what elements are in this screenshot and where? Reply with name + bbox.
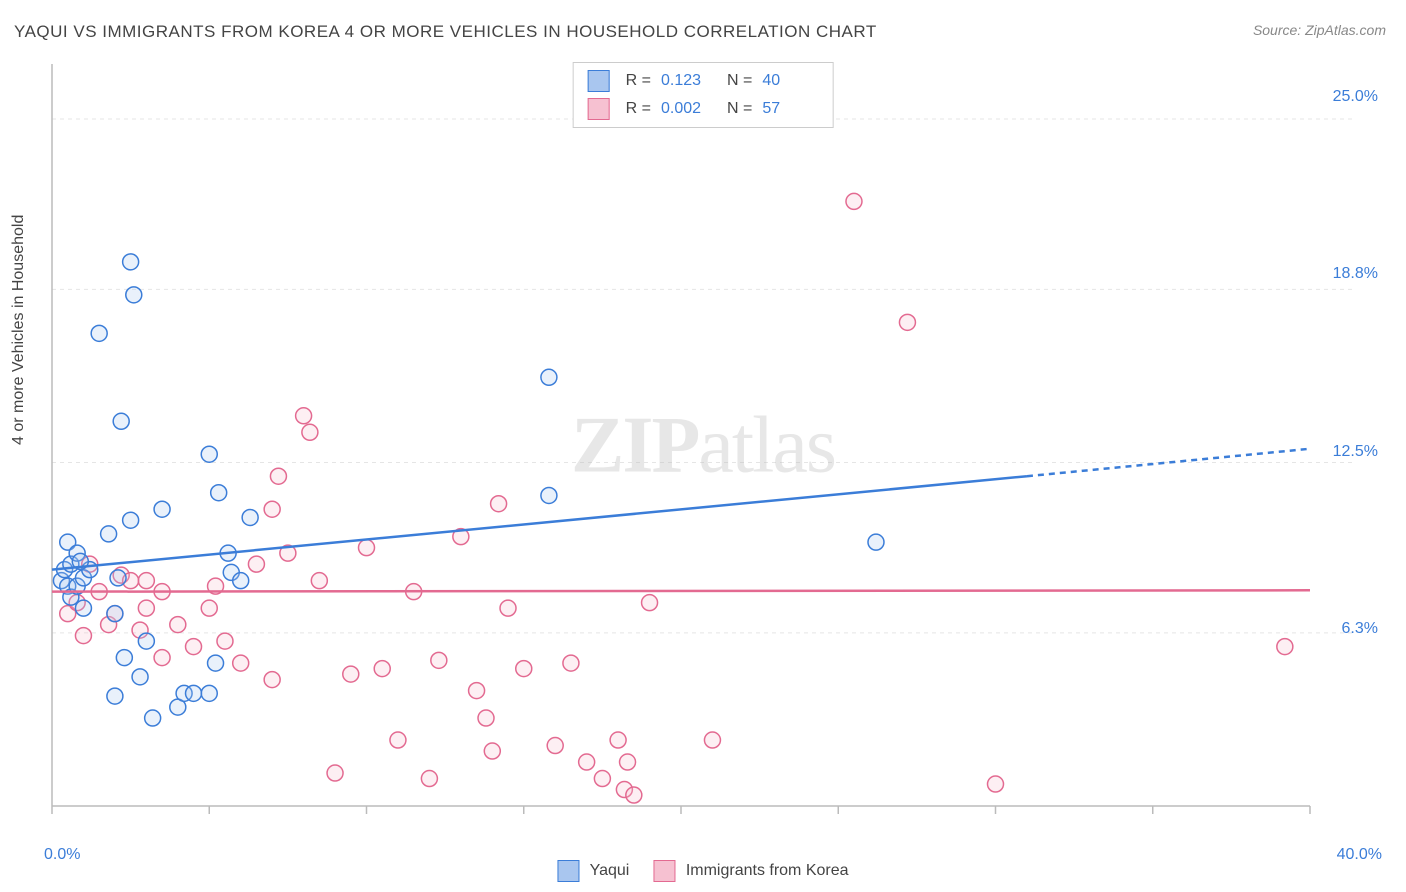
swatch-icon: [653, 860, 675, 882]
y-tick-label: 18.8%: [1333, 265, 1378, 283]
y-tick-label: 25.0%: [1333, 88, 1378, 106]
legend-item-korea: Immigrants from Korea: [653, 860, 848, 882]
swatch-icon: [588, 70, 610, 92]
correlation-row-yaqui: R = 0.123 N = 40: [588, 67, 819, 95]
y-tick-label: 12.5%: [1333, 443, 1378, 461]
swatch-icon: [588, 98, 610, 120]
chart-title: YAQUI VS IMMIGRANTS FROM KOREA 4 OR MORE…: [14, 22, 877, 42]
bottom-legend: Yaqui Immigrants from Korea: [557, 860, 848, 882]
y-tick-label: 6.3%: [1342, 620, 1378, 638]
x-tick-label: 0.0%: [44, 846, 80, 864]
correlation-legend: R = 0.123 N = 40 R = 0.002 N = 57: [573, 62, 834, 128]
correlation-row-korea: R = 0.002 N = 57: [588, 95, 819, 123]
scatter-plot: [48, 60, 1358, 830]
y-axis-label: 4 or more Vehicles in Household: [10, 215, 28, 445]
source-label: Source: ZipAtlas.com: [1253, 22, 1386, 38]
legend-item-yaqui: Yaqui: [557, 860, 629, 882]
x-tick-label: 40.0%: [1337, 846, 1382, 864]
swatch-icon: [557, 860, 579, 882]
chart-container: YAQUI VS IMMIGRANTS FROM KOREA 4 OR MORE…: [0, 0, 1406, 892]
